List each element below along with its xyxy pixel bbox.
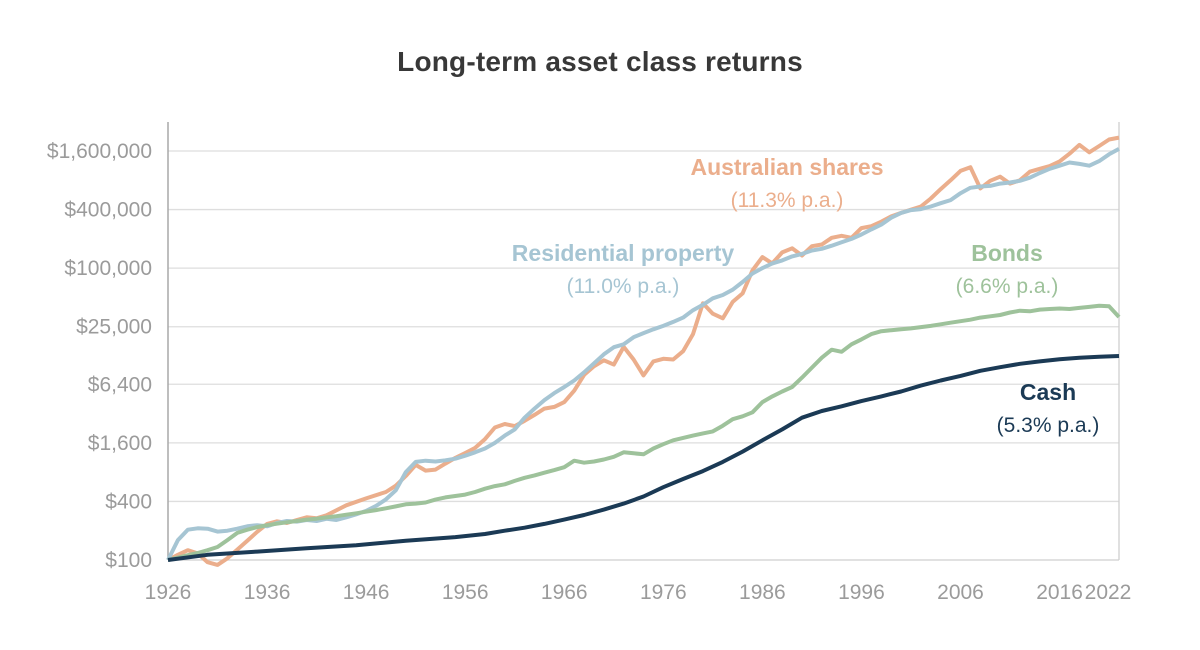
legend-cash: Cash (5.3% p.a.) [997, 375, 1100, 441]
x-tick-label: 2006 [937, 581, 984, 604]
y-tick-label: $1,600 [88, 432, 152, 455]
legend-rate-australian-shares: (11.3% p.a.) [730, 188, 844, 212]
legend-residential-property: Residential property (11.0% p.a.) [512, 236, 734, 302]
legend-rate-residential-property: (11.0% p.a.) [566, 274, 680, 298]
legend-bonds: Bonds (6.6% p.a.) [956, 236, 1059, 302]
legend-label-bonds: Bonds [971, 240, 1043, 266]
x-tick-label: 2016 [1036, 581, 1083, 604]
x-tick-label: 1946 [343, 581, 390, 604]
series-line-bonds [167, 303, 1121, 562]
y-tick-label: $100,000 [64, 257, 152, 280]
x-tick-label: 1926 [145, 581, 192, 604]
legend-label-residential-property: Residential property [511, 240, 735, 266]
legend-label-cash: Cash [1019, 379, 1077, 405]
y-tick-label: $6,400 [88, 373, 152, 396]
x-tick-label: 1996 [838, 581, 885, 604]
x-tick-label: 2022 [1085, 581, 1132, 604]
x-tick-label: 1966 [541, 581, 588, 604]
x-tick-label: 1936 [244, 581, 291, 604]
legend-australian-shares: Australian shares (11.3% p.a.) [690, 150, 883, 216]
y-tick-label: $400 [105, 490, 152, 513]
y-tick-label: $100 [105, 549, 152, 572]
legend-rate-bonds: (6.6% p.a.) [955, 274, 1059, 298]
series-line-cash [167, 354, 1120, 562]
x-tick-label: 1956 [442, 581, 489, 604]
y-tick-label: $1,600,000 [47, 140, 152, 163]
chart-title: Long-term asset class returns [397, 46, 803, 77]
y-tick-label: $400,000 [64, 199, 152, 222]
y-tick-label: $25,000 [76, 316, 152, 339]
x-tick-label: 1986 [739, 581, 786, 604]
legend-rate-cash: (5.3% p.a.) [996, 413, 1100, 437]
x-tick-label: 1976 [640, 581, 687, 604]
legend-label-australian-shares: Australian shares [690, 154, 884, 180]
